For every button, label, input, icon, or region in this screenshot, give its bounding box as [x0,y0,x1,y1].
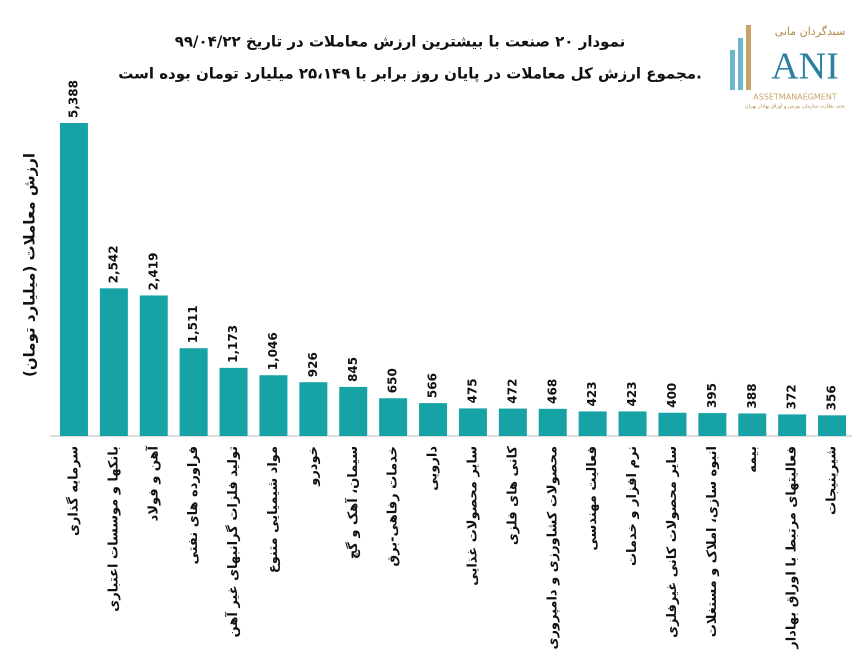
x-tick-label: فعالیت مهندسی [585,446,600,551]
value-label: 1,173 [226,325,240,363]
value-label: 423 [585,381,599,406]
bar [698,413,727,436]
logo-note: تحت نظارت سازمان بورس و اوراق بهادار تهر… [745,104,846,110]
bar [419,403,448,436]
value-label: 472 [505,379,519,404]
bar [498,408,527,436]
bar [618,411,647,436]
logo-mark: ANI [771,46,839,88]
logo: سبدگردان مانی ANI ASSETMANAEGMENT تحت نظ… [730,25,846,110]
logo-tagline: ASSETMANAEGMENT [753,93,837,102]
bar [538,408,567,436]
value-label: 356 [825,385,839,410]
x-tick-label: خودرو [306,446,321,487]
x-tick-label: سایر محصولات غذایی [465,446,480,586]
value-label: 395 [705,383,719,408]
x-tick-label: بانکها و موسسات اعتباری [106,446,121,612]
value-label: 400 [665,383,679,408]
x-tick-label: خدمات رفاهی-برق [386,446,401,566]
value-label: 468 [545,379,559,404]
value-label: 1,511 [186,305,200,343]
x-tick-label: مواد شیمیایی متنوع [266,446,281,573]
value-label: 475 [465,378,479,403]
x-tick-label: سایر محصولات کانی غیرفلزی [665,446,680,638]
logo-bar [746,25,751,90]
x-tick-label: شیرینیجات [825,446,840,515]
bar [818,415,847,436]
bar [578,411,607,436]
x-tick-label: بیمه [745,446,760,473]
y-axis-label: ارزش معاملات (میلیارد تومان) [21,153,39,377]
x-tick-label: فعالیتهای مرتبط با اوراق بهادار [785,446,800,650]
x-tick-label: نرم افزار و خدمات [625,446,640,566]
value-label: 845 [346,357,360,382]
value-label: 372 [785,384,799,409]
bar [259,375,288,436]
x-tick-label: فراورده های نفتی [186,446,201,565]
x-tick-label: محصولات کشاورزی و دامپروری [545,446,560,649]
chart-title: نمودار ۲۰ صنعت با بیشترین ارزش معاملات د… [175,33,626,51]
bar [299,382,328,436]
value-label: 650 [386,368,400,393]
bar [658,412,687,436]
logo-name: سبدگردان مانی [775,25,846,38]
logo-bar [730,50,735,90]
value-label: 1,046 [266,332,280,370]
bar [139,295,168,436]
chart-subtitle: مجموع ارزش کل معاملات در پایان روز برابر… [118,65,702,84]
value-label: 5,388 [66,80,80,118]
x-tick-label: سرمایه گذاری [65,446,81,536]
x-tick-label: کانی های فلزی [505,446,520,546]
bar [59,123,88,436]
value-label: 388 [745,383,759,408]
logo-bar [738,38,743,90]
value-label: 423 [625,381,639,406]
bar [219,367,248,436]
bar [458,408,487,436]
bar [379,398,408,436]
value-label: 566 [426,373,440,398]
x-tick-label: آهن و فولاد [144,445,161,521]
x-tick-label: دارویی [426,446,441,491]
value-label: 2,419 [146,253,160,291]
value-label: 2,542 [106,245,120,283]
bar [778,414,807,436]
bar [99,288,128,436]
bar [738,413,767,436]
x-tick-label: انبوه سازی، املاک و مستغلات [705,446,720,637]
bar [339,386,368,436]
x-tick-label: سیمان، آهک و گچ [344,446,361,559]
bar [179,348,208,436]
value-label: 926 [306,352,320,377]
x-tick-label: تولید فلزات گرانبهای غیر آهن [224,446,241,637]
